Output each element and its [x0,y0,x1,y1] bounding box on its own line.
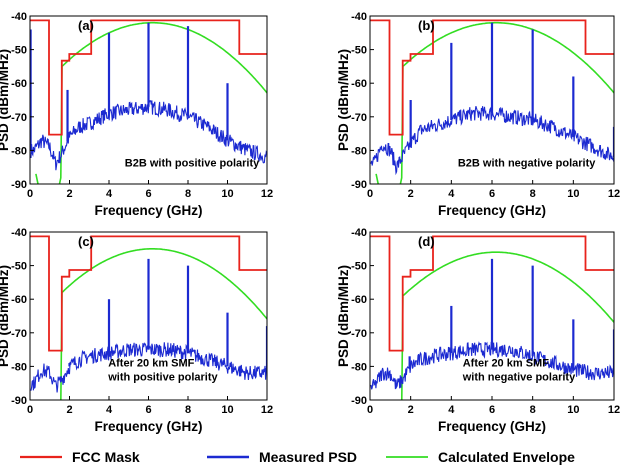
y-axis-label: PSD (dBm/MHz) [336,265,351,367]
panel-annotation: with positive polarity [107,371,218,383]
x-tick-label: 6 [489,404,495,416]
y-tick-label: -40 [11,11,27,23]
x-tick-label: 12 [608,404,620,416]
y-tick-label: -50 [11,261,27,273]
x-tick-label: 8 [530,404,536,416]
panel-label: (d) [418,234,435,249]
y-tick-label: -50 [11,45,27,57]
x-tick-label: 6 [145,404,151,416]
calculated-envelope-line [36,23,267,215]
x-tick-label: 10 [221,188,233,200]
y-tick-label: -60 [11,78,27,90]
x-tick-label: 6 [145,188,151,200]
x-tick-label: 2 [408,188,414,200]
x-tick-label: 8 [185,188,191,200]
x-tick-label: 12 [608,188,620,200]
y-tick-label: -80 [351,361,367,373]
chart-panel-4: 0 2 4 6 8 10 12 -40 -50 -60 -70 -80 -90 Frequency (GH… [336,227,620,444]
y-axis-label: PSD (dBm/MHz) [336,49,351,151]
panel-label: (c) [78,234,94,249]
chart-panel-3: 0 2 4 6 8 10 12 -40 -50 -60 -70 -80 -90 Frequency (GH… [0,227,273,440]
x-tick-label: 12 [261,404,273,416]
y-tick-label: -90 [351,179,367,191]
y-tick-label: -40 [351,11,367,23]
plot-area [370,20,614,214]
x-tick-label: 4 [106,404,113,416]
panel-annotation: with negative polarity [462,371,576,383]
panel-label: (a) [78,18,94,33]
y-tick-label: -40 [351,227,367,239]
x-axis-label: Frequency (GHz) [94,203,202,218]
y-tick-label: -90 [11,179,27,191]
y-tick-label: -90 [11,395,27,407]
y-axis-label: PSD (dBm/MHz) [0,265,11,367]
y-tick-label: -90 [351,395,367,407]
panel-annotation: After 20 km SMF [108,357,194,369]
chart-panel-2: 0 2 4 6 8 10 12 -40 -50 -60 -70 -80 -90 Frequency (GH… [336,11,620,218]
y-tick-label: -70 [11,328,27,340]
x-tick-label: 4 [448,188,455,200]
y-tick-label: -70 [351,112,367,124]
panel-annotation: B2B with positive polarity [125,157,260,169]
plot-area [30,20,267,214]
y-tick-label: -60 [11,294,27,306]
legend-label-fcc-mask: FCC Mask [72,449,140,465]
y-tick-label: -40 [11,227,27,239]
x-tick-label: 0 [367,188,373,200]
x-tick-label: 0 [367,404,373,416]
y-tick-label: -80 [351,145,367,157]
legend-label-measured-psd: Measured PSD [259,449,357,465]
x-tick-label: 10 [221,404,233,416]
x-axis-label: Frequency (GHz) [94,419,202,434]
panel-annotation: B2B with negative polarity [458,157,596,169]
y-tick-label: -70 [351,328,367,340]
x-tick-label: 2 [408,404,414,416]
x-tick-label: 10 [567,188,579,200]
panel-annotation: After 20 km SMF [463,357,549,369]
y-axis-label: PSD (dBm/MHz) [0,49,11,151]
y-tick-label: -80 [11,145,27,157]
x-tick-label: 4 [448,404,455,416]
y-tick-label: -50 [351,45,367,57]
x-tick-label: 6 [489,188,495,200]
y-tick-label: -60 [351,78,367,90]
y-tick-label: -70 [11,112,27,124]
x-tick-label: 2 [66,188,72,200]
y-tick-label: -60 [351,294,367,306]
y-tick-label: -80 [11,361,27,373]
panel-label: (b) [418,18,435,33]
x-axis-label: Frequency (GHz) [438,203,546,218]
x-tick-label: 10 [567,404,579,416]
x-axis-label: Frequency (GHz) [438,419,546,434]
legend-label-calculated-envelope: Calculated Envelope [438,449,575,465]
x-tick-label: 12 [261,188,273,200]
x-tick-label: 4 [106,188,113,200]
x-tick-label: 8 [185,404,191,416]
x-tick-label: 0 [27,188,33,200]
x-tick-label: 0 [27,404,33,416]
chart-panel-1: 0 2 4 6 8 10 12 -40 -50 -60 -70 -80 -90 Frequency (GH… [0,11,273,218]
x-tick-label: 8 [530,188,536,200]
x-tick-label: 2 [66,404,72,416]
legend: FCC Mask Measured PSD Calculated Envelop… [20,449,575,465]
y-tick-label: -50 [351,261,367,273]
